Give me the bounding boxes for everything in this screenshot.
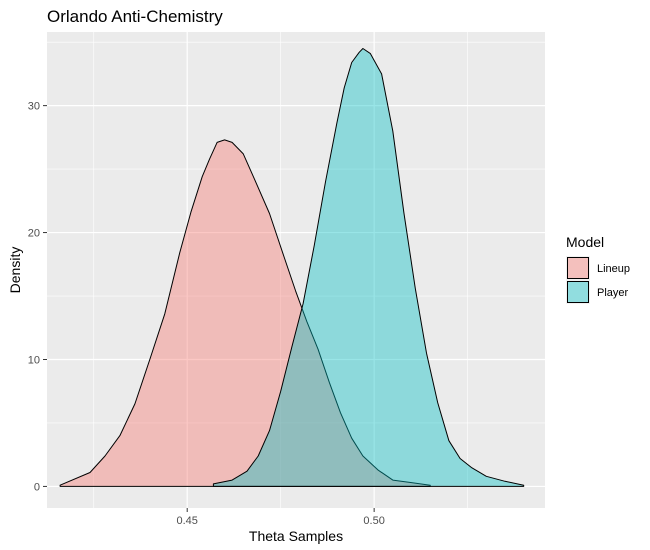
plot-panel: [47, 32, 545, 508]
y-axis: 0 10 20 30: [28, 101, 47, 493]
legend-title: Model: [566, 234, 604, 250]
x-tick-label: 0.45: [176, 515, 197, 527]
legend: Model Lineup Player: [566, 234, 630, 304]
legend-label-lineup: Lineup: [597, 263, 630, 275]
y-tick-label: 10: [28, 354, 40, 366]
y-tick-label: 20: [28, 228, 40, 240]
legend-key-background: [566, 256, 590, 280]
grid-minor: [47, 32, 545, 508]
x-tick-label: 0.50: [363, 515, 384, 527]
chart-title: Orlando Anti-Chemistry: [47, 7, 223, 26]
density-areas: [59, 48, 525, 487]
legend-label-player: Player: [597, 287, 629, 299]
y-tick-label: 0: [34, 481, 40, 493]
y-tick-label: 30: [28, 101, 40, 113]
legend-key-background: [566, 280, 590, 304]
legend-key-player: [567, 281, 589, 303]
legend-key-lineup: [567, 257, 589, 279]
density-area-lineup: [59, 139, 431, 487]
y-axis-title: Density: [7, 247, 23, 294]
x-axis: 0.45 0.50: [176, 508, 385, 527]
x-axis-title: Theta Samples: [249, 528, 343, 544]
density-area-player: [212, 48, 525, 487]
